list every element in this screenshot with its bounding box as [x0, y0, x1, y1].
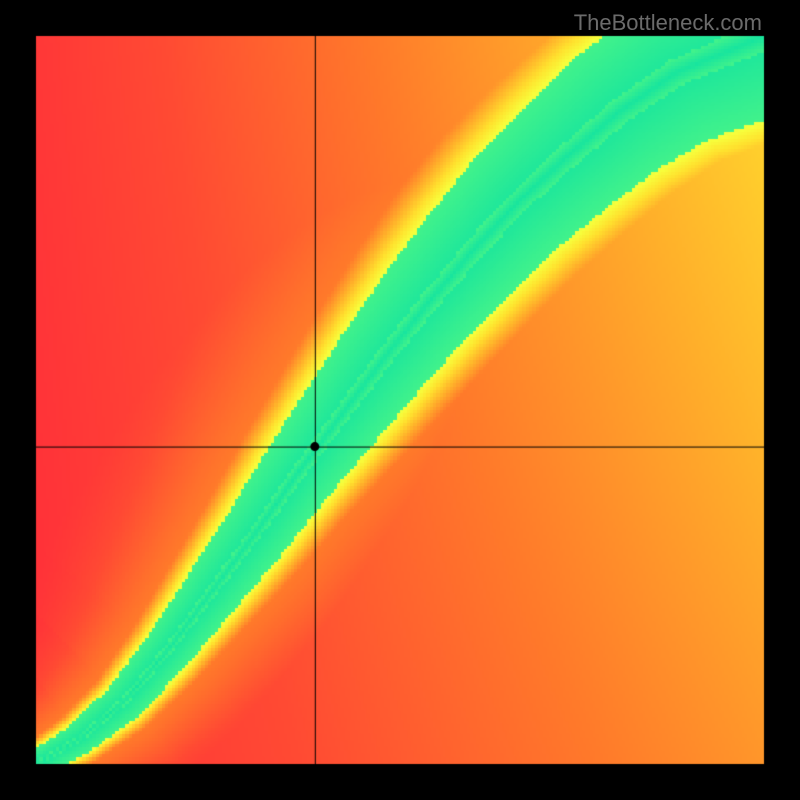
bottleneck-heatmap — [0, 0, 800, 800]
chart-container: { "chart": { "type": "heatmap", "canvas_… — [0, 0, 800, 800]
watermark-text: TheBottleneck.com — [574, 10, 762, 36]
